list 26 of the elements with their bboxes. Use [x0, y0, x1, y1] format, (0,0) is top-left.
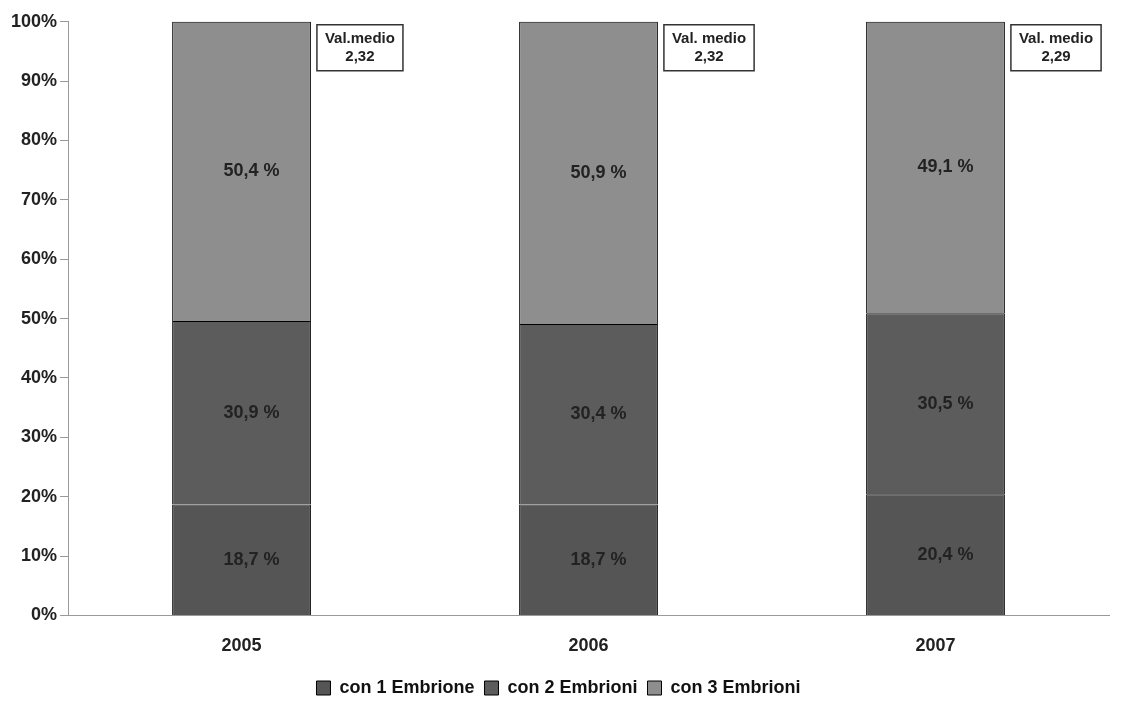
data-label: 50,4 % [223, 160, 280, 181]
annotation: Val.medio 2,32 [324, 28, 395, 64]
data-label: 50,9 % [570, 161, 627, 182]
y-tick-label: 0% [31, 604, 58, 625]
y-tick-label: 30% [21, 426, 58, 447]
x-tick-label: 2006 [568, 635, 609, 656]
legend-label: con 2 Embrioni [507, 676, 638, 697]
data-label: 30,5 % [917, 392, 974, 413]
legend-label: con 3 Embrioni [670, 676, 801, 697]
data-label: 30,9 % [223, 401, 280, 422]
y-tick-label: 20% [21, 485, 58, 506]
annotation: Val. medio 2,29 [1018, 28, 1094, 64]
y-tick-label: 80% [21, 129, 58, 150]
y-tick-label: 50% [21, 307, 58, 328]
y-tick-label: 70% [21, 188, 58, 209]
annotation: Val. medio 2,32 [671, 28, 747, 64]
y-tick-label: 40% [21, 366, 58, 387]
y-tick-label: 100% [10, 10, 58, 31]
x-tick-label: 2005 [221, 635, 262, 656]
y-tick-label: 60% [21, 248, 58, 269]
x-tick-label: 2007 [915, 635, 956, 656]
y-tick-label: 10% [21, 545, 58, 566]
legend-label: con 1 Embrione [339, 676, 475, 697]
data-label: 49,1 % [917, 156, 974, 177]
y-tick-label: 90% [21, 70, 58, 91]
data-label: 30,4 % [570, 403, 627, 424]
